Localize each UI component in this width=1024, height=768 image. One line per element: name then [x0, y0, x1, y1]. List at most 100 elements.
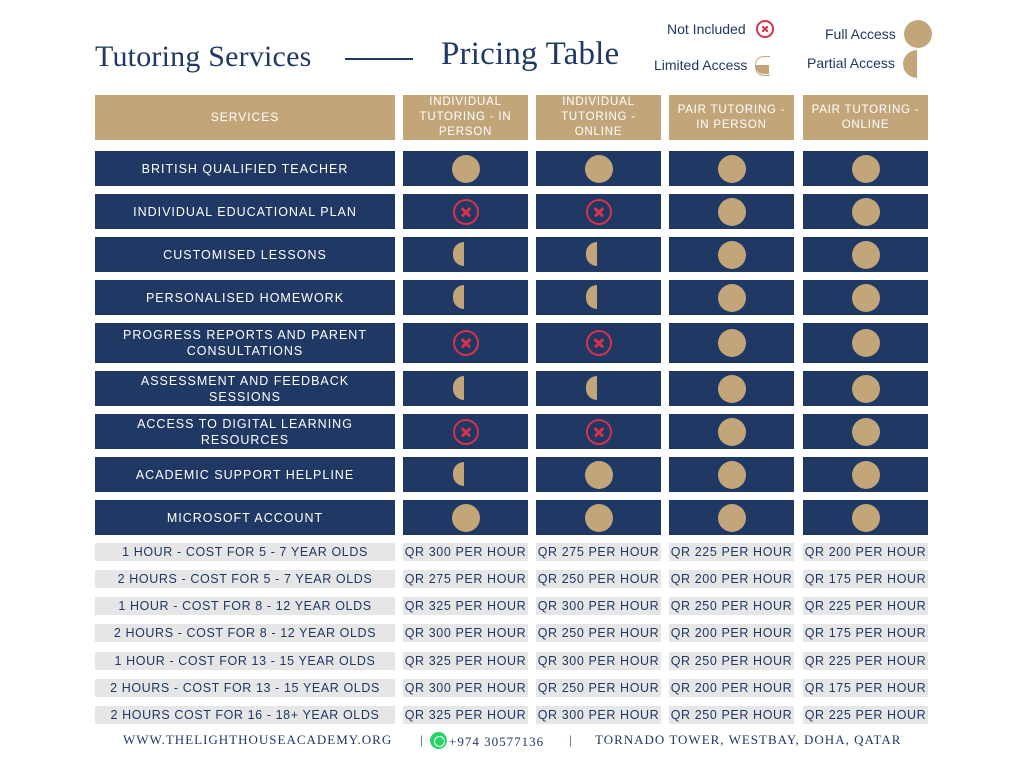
access-cell — [669, 457, 794, 492]
price-label: 2 HOURS - COST FOR 13 - 15 YEAR OLDS — [95, 679, 395, 697]
legend-partial-access: Partial Access — [807, 50, 931, 78]
price-value: QR 250 PER HOUR — [536, 570, 661, 588]
partial-access-icon — [585, 241, 613, 269]
access-cell — [403, 500, 528, 535]
access-cell — [669, 371, 794, 406]
access-cell — [536, 237, 661, 272]
full-access-icon — [851, 417, 880, 446]
column-header: INDIVIDUAL TUTORING - IN PERSON — [403, 95, 528, 140]
legend-label: Not Included — [667, 21, 746, 37]
price-value: QR 250 PER HOUR — [536, 624, 661, 642]
access-cell — [669, 280, 794, 315]
price-value: QR 200 PER HOUR — [669, 570, 794, 588]
whatsapp-icon — [430, 732, 447, 749]
price-value: QR 175 PER HOUR — [803, 624, 928, 642]
full-access-icon — [851, 197, 880, 226]
full-access-icon — [584, 503, 613, 532]
access-cell — [403, 280, 528, 315]
partial-access-icon — [902, 50, 931, 78]
full-access-icon — [851, 329, 880, 357]
service-name: ACCESS TO DIGITAL LEARNING RESOURCES — [95, 414, 395, 449]
page-title-right: Pricing Table — [441, 36, 620, 72]
access-cell — [803, 371, 928, 406]
full-access-icon — [717, 154, 746, 183]
partial-access-icon — [452, 241, 480, 269]
access-cell — [669, 194, 794, 229]
footer-website: WWW.THELIGHTHOUSEACADEMY.ORG — [123, 732, 393, 747]
not-included-icon — [755, 20, 774, 38]
full-access-icon — [451, 154, 480, 183]
access-cell — [403, 151, 528, 186]
full-access-icon — [851, 503, 880, 532]
legend-label: Partial Access — [807, 55, 895, 71]
price-value: QR 300 PER HOUR — [403, 624, 528, 642]
price-value: QR 300 PER HOUR — [536, 652, 661, 670]
access-cell — [669, 500, 794, 535]
full-access-icon — [851, 374, 880, 403]
not-included-icon — [585, 198, 612, 225]
service-name: INDIVIDUAL EDUCATIONAL PLAN — [95, 194, 395, 229]
price-value: QR 300 PER HOUR — [403, 679, 528, 697]
partial-access-icon — [452, 284, 480, 312]
access-cell — [403, 237, 528, 272]
access-cell — [669, 151, 794, 186]
access-cell — [803, 414, 928, 449]
access-cell — [403, 414, 528, 449]
partial-access-icon — [585, 284, 613, 312]
not-included-icon — [585, 418, 612, 445]
full-access-icon — [584, 154, 613, 183]
footer-phone-group: +974 30577136 — [430, 732, 544, 750]
access-cell — [536, 194, 661, 229]
not-included-icon — [585, 330, 612, 356]
legend-limited-access: Limited Access — [654, 56, 771, 76]
footer-address: TORNADO TOWER, WESTBAY, DOHA, QATAR — [595, 732, 902, 747]
access-cell — [669, 237, 794, 272]
footer-phone: +974 30577136 — [449, 734, 545, 749]
full-access-icon — [451, 503, 480, 532]
full-access-icon — [717, 329, 746, 357]
access-cell — [803, 457, 928, 492]
price-value: QR 200 PER HOUR — [803, 543, 928, 561]
service-name: ASSESSMENT AND FEEDBACK SESSIONS — [95, 371, 395, 406]
price-value: QR 325 PER HOUR — [403, 706, 528, 724]
not-included-icon — [452, 418, 479, 445]
full-access-icon — [851, 154, 880, 183]
access-cell — [403, 457, 528, 492]
price-value: QR 175 PER HOUR — [803, 570, 928, 588]
full-access-icon — [903, 20, 932, 48]
price-value: QR 250 PER HOUR — [536, 679, 661, 697]
price-value: QR 250 PER HOUR — [669, 652, 794, 670]
legend-full-access: Full Access — [825, 20, 932, 48]
price-value: QR 225 PER HOUR — [669, 543, 794, 561]
service-name: PERSONALISED HOMEWORK — [95, 280, 395, 315]
access-cell — [536, 500, 661, 535]
legend-not-included: Not Included — [667, 20, 774, 38]
price-value: QR 225 PER HOUR — [803, 652, 928, 670]
access-cell — [536, 414, 661, 449]
footer-separator: | — [420, 732, 424, 747]
price-label: 1 HOUR - COST FOR 5 - 7 YEAR OLDS — [95, 543, 395, 561]
price-value: QR 175 PER HOUR — [803, 679, 928, 697]
full-access-icon — [717, 197, 746, 226]
full-access-icon — [717, 460, 746, 489]
access-cell — [403, 194, 528, 229]
partial-access-icon — [585, 375, 613, 403]
price-value: QR 225 PER HOUR — [803, 597, 928, 615]
limited-access-icon — [755, 56, 771, 76]
page-title-left: Tutoring Services — [95, 40, 312, 73]
access-cell — [403, 323, 528, 363]
access-cell — [669, 414, 794, 449]
service-name: CUSTOMISED LESSONS — [95, 237, 395, 272]
service-name: BRITISH QUALIFIED TEACHER — [95, 151, 395, 186]
price-label: 2 HOURS - COST FOR 5 - 7 YEAR OLDS — [95, 570, 395, 588]
price-value: QR 200 PER HOUR — [669, 679, 794, 697]
access-cell — [536, 371, 661, 406]
full-access-icon — [851, 240, 880, 269]
title-divider-line — [345, 58, 413, 60]
legend-label: Full Access — [825, 26, 896, 42]
price-label: 2 HOURS COST FOR 16 - 18+ YEAR OLDS — [95, 706, 395, 724]
price-label: 2 HOURS - COST FOR 8 - 12 YEAR OLDS — [95, 624, 395, 642]
price-value: QR 300 PER HOUR — [536, 706, 661, 724]
full-access-icon — [717, 240, 746, 269]
price-value: QR 275 PER HOUR — [403, 570, 528, 588]
